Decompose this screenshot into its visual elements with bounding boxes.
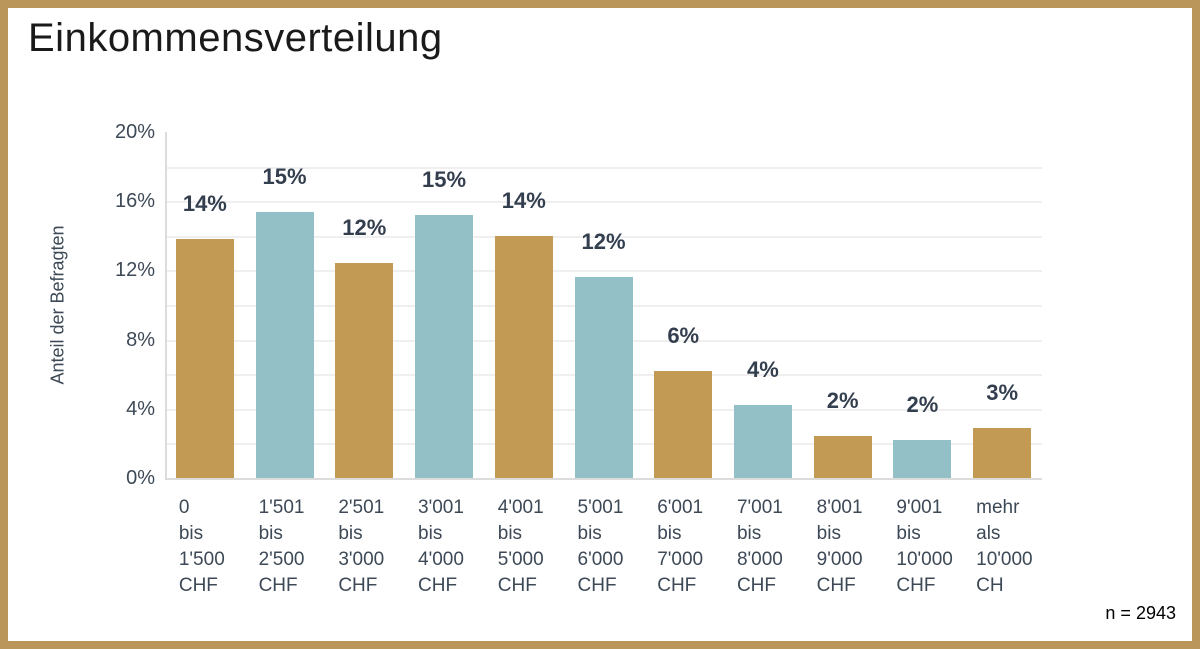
- bar-4: [415, 215, 474, 478]
- bar-value-label: 15%: [422, 167, 467, 193]
- y-tick-label: 4%: [126, 397, 155, 420]
- gridline-16pct: [165, 201, 1042, 204]
- x-category-label: 4'001 bis 5'000 CHF: [497, 497, 544, 596]
- y-tick-label: 8%: [126, 328, 155, 351]
- bar-value-label: 3%: [986, 379, 1019, 405]
- x-category-label: 9'001 bis 10'000 CHF: [896, 497, 953, 596]
- gridline-14pct: [165, 235, 1042, 238]
- y-tick-label: 16%: [114, 190, 155, 213]
- bar-value-label: 12%: [342, 215, 387, 241]
- x-category-label: 6'001 bis 7'000 CHF: [657, 497, 704, 596]
- bar-value-label: 2%: [906, 391, 939, 417]
- gridline-12pct: [165, 270, 1042, 273]
- x-category-label: 5'001 bis 6'000 CHF: [577, 497, 624, 596]
- bar-1: [175, 239, 234, 478]
- y-tick-label: 20%: [114, 121, 155, 143]
- bar-value-label: 15%: [262, 163, 307, 189]
- x-category-label: 2'501 bis 3'000 CHF: [338, 497, 385, 596]
- gridline-18pct: [165, 166, 1042, 169]
- x-category-label: 3'001 bis 4'000 CHF: [418, 497, 464, 596]
- bar-10: [893, 439, 952, 478]
- bar-value-label: 2%: [826, 388, 859, 414]
- x-category-label: 7'001 bis 8'000 CHF: [736, 497, 783, 596]
- bar-value-label: 4%: [747, 357, 779, 383]
- y-tick-label: 12%: [114, 259, 155, 282]
- bar-9: [813, 436, 872, 478]
- bar-value-label: 14%: [501, 187, 546, 213]
- bar-value-label: 12%: [581, 229, 626, 255]
- bar-2: [255, 211, 314, 478]
- sample-size-note: n = 2943: [1105, 603, 1176, 623]
- y-axis-line: [165, 132, 167, 478]
- x-category-label: 8'001 bis 9'000 CHF: [816, 497, 863, 596]
- bar-6: [574, 277, 633, 478]
- x-category-label: 1'501 bis 2'500 CHF: [258, 497, 305, 596]
- bar-7: [654, 370, 713, 478]
- y-tick-label: 0%: [126, 467, 155, 489]
- bar-value-label: 6%: [667, 322, 700, 348]
- x-category-label: mehr als 10'000 CH: [976, 497, 1033, 596]
- y-axis-title: Anteil der Befragten: [47, 225, 68, 385]
- bar-3: [335, 263, 394, 478]
- bar-8: [733, 405, 792, 478]
- bar-value-label: 14%: [182, 191, 227, 217]
- bar-5: [494, 235, 553, 478]
- bar-11: [973, 427, 1032, 478]
- chart-title: Einkommensverteilung: [28, 16, 443, 60]
- x-axis-line: [165, 478, 1042, 480]
- x-category-label: 0 bis 1'500 CHF: [178, 497, 225, 596]
